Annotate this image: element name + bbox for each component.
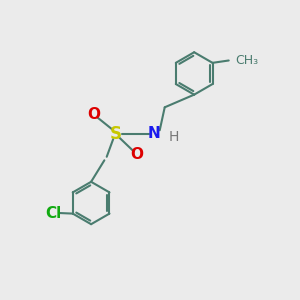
Text: O: O [130,147,143,162]
Text: Cl: Cl [45,206,62,221]
Text: O: O [88,107,100,122]
Text: H: H [168,130,179,144]
Text: CH₃: CH₃ [236,54,259,67]
Text: N: N [148,126,161,141]
Text: S: S [110,125,122,143]
